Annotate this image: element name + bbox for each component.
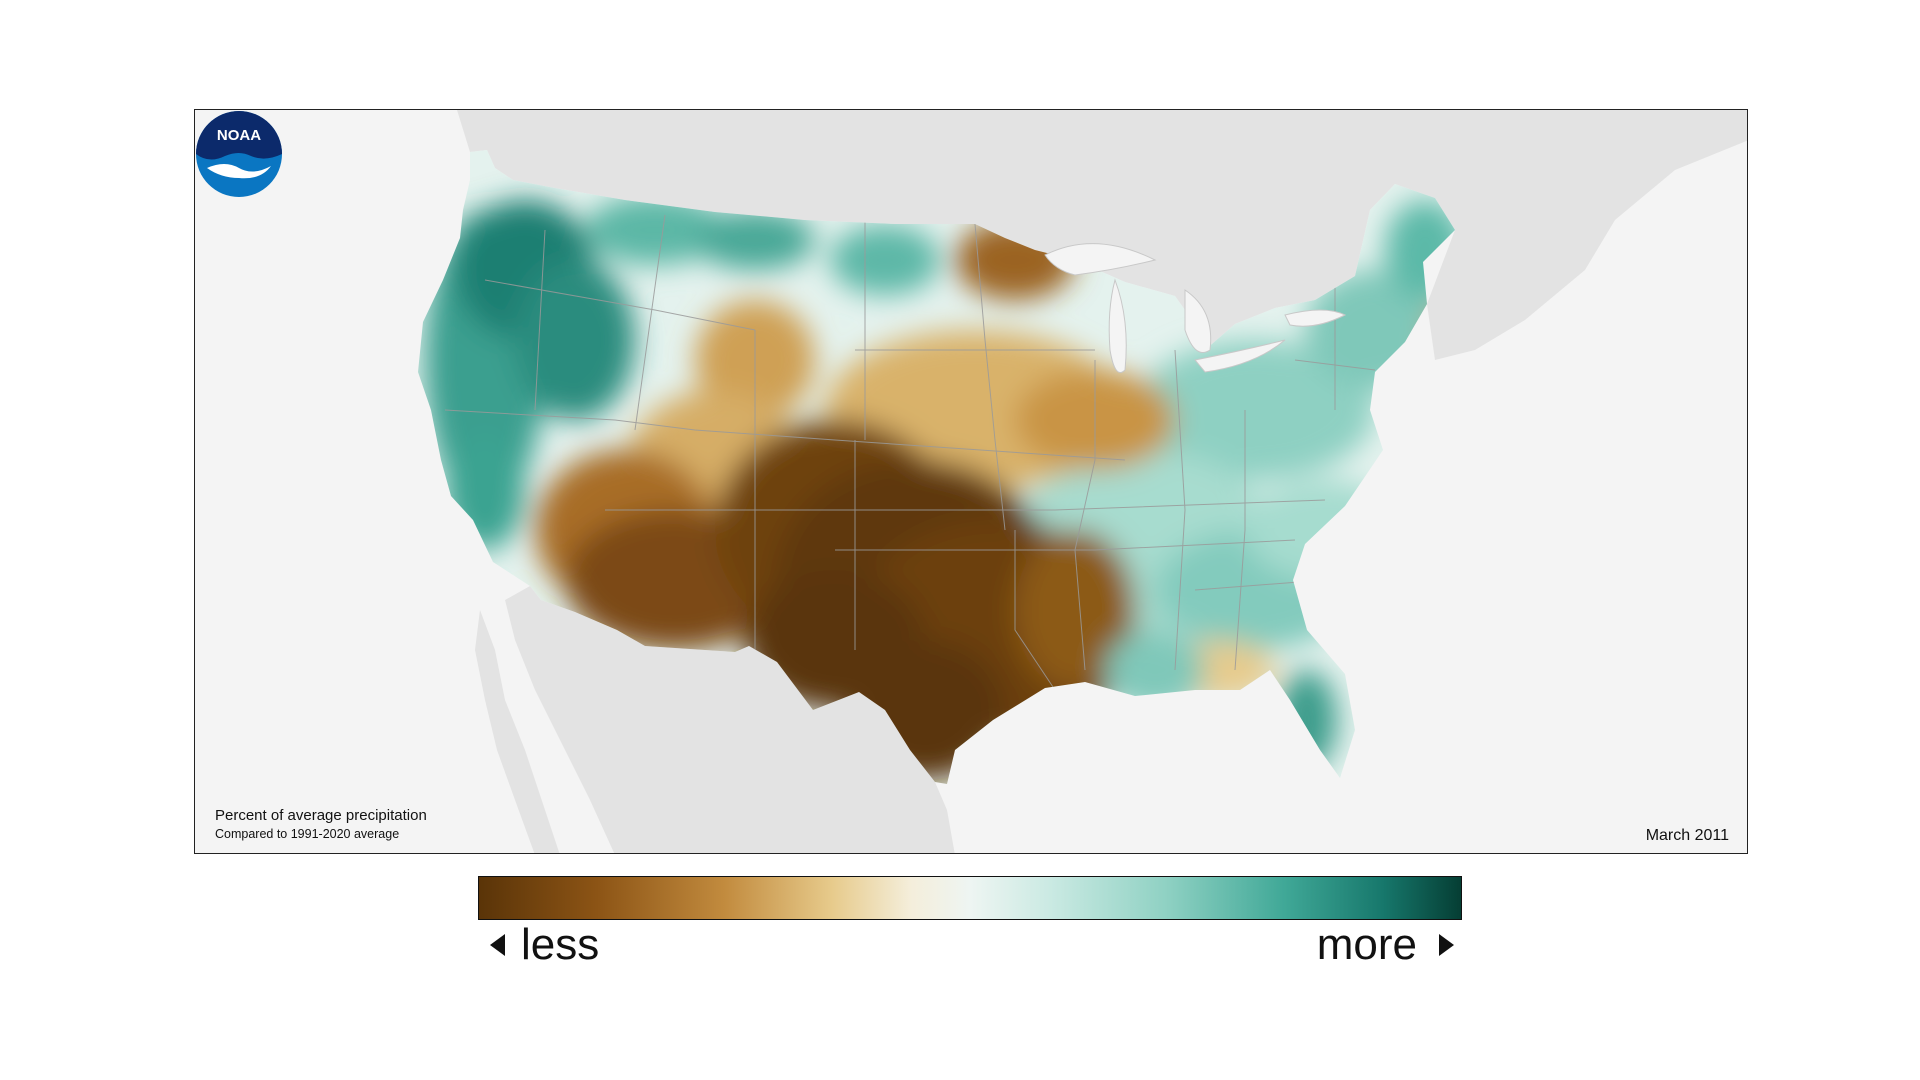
right-arrow-icon	[1439, 934, 1454, 956]
noaa-logo-text: NOAA	[217, 127, 261, 144]
state-boundaries	[444, 214, 1376, 691]
precipitation-map	[418, 110, 1747, 853]
baja-peninsula	[475, 610, 560, 853]
map-panel: Percent of average precipitation Compare…	[194, 109, 1748, 854]
legend-more: more	[1317, 920, 1454, 970]
color-scale-bar	[478, 876, 1462, 920]
map-date: March 2011	[1645, 827, 1729, 844]
legend-less: less	[490, 920, 599, 970]
map-caption: Percent of average precipitation Compare…	[215, 807, 427, 841]
map-subtitle: Compared to 1991-2020 average	[215, 827, 400, 841]
canada-landmass	[457, 110, 1747, 360]
legend-less-label: less	[521, 920, 600, 969]
left-arrow-icon	[490, 934, 505, 956]
noaa-logo: NOAA	[196, 111, 282, 197]
great-lakes	[1044, 243, 1347, 373]
map-title: Percent of average precipitation	[215, 807, 427, 824]
mexico-landmass	[505, 586, 955, 853]
legend-more-label: more	[1316, 920, 1417, 969]
